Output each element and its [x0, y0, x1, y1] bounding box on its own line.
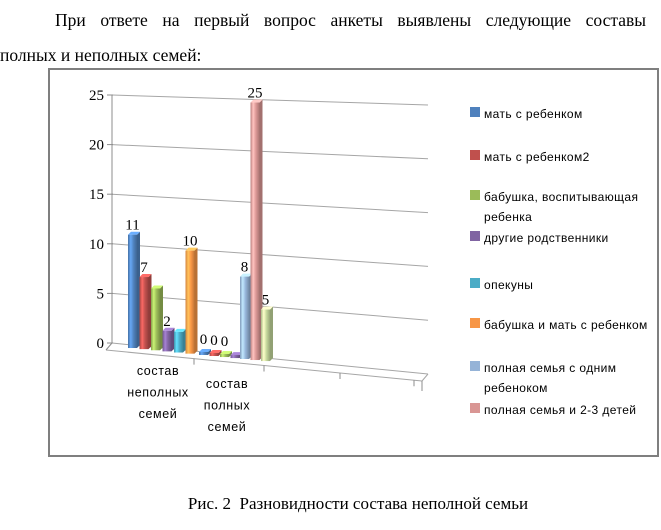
chart-legend: мать с ребенком мать с ребенком2 бабушка, … [470, 70, 654, 455]
bar [185, 250, 195, 354]
y-axis-label: 10 [89, 237, 104, 253]
paragraph-line-2: полных и неполных семей: [0, 45, 202, 65]
legend-swatch [470, 107, 480, 117]
bar-side [229, 351, 232, 358]
y-axis-label: 20 [89, 138, 104, 154]
bar [220, 354, 229, 358]
legend-item: полная семья с одним ребеноком [470, 358, 654, 398]
category-label: семей [139, 407, 178, 421]
legend-item: бабушка, воспитывающая ребенка [470, 187, 654, 227]
bar [199, 351, 208, 355]
bar-top [230, 352, 243, 356]
bar-value-label: 8 [241, 260, 249, 276]
legend-item: другие родственники [470, 228, 654, 248]
bar-top [250, 99, 263, 103]
legend-item: полная семья и 2-3 детей [470, 400, 654, 420]
bar [261, 309, 270, 362]
legend-label: мать с ребенком [484, 107, 583, 121]
bar-side [137, 231, 140, 349]
legend-swatch [470, 231, 480, 241]
bar-side [148, 274, 152, 350]
legend-label: мать с ребенком2 [484, 150, 590, 164]
bar [174, 331, 183, 353]
bar-side [208, 348, 211, 355]
paragraph: При ответе на первый вопрос анкеты выявл… [0, 3, 646, 73]
legend-swatch [470, 150, 480, 160]
category-label: неполных [127, 386, 189, 400]
bar [250, 102, 260, 361]
y-axis-label: 0 [97, 336, 105, 352]
category-label: состав [137, 364, 179, 378]
legend-label: полная семья с одним ребеноком [484, 361, 617, 395]
y-axis-label: 25 [89, 88, 104, 104]
legend-swatch [470, 403, 480, 413]
category-label: полных [204, 399, 251, 413]
bar-value-label: 10 [183, 234, 198, 250]
legend-item: бабушка и мать с ребенком [470, 315, 654, 335]
legend-label: бабушка и мать с ребенком [484, 318, 648, 332]
bar-top [151, 285, 163, 289]
legend-swatch [470, 318, 480, 328]
paragraph-line-1: При ответе на первый вопрос анкеты выявл… [55, 10, 646, 30]
y-grid-line [111, 94, 429, 106]
legend-label: опекуны [484, 278, 534, 292]
bar-top [185, 247, 198, 251]
y-axis-3d-cap [105, 342, 113, 351]
bar-top [139, 274, 152, 278]
bar-value-label: 0 [221, 334, 229, 350]
bar [139, 277, 149, 350]
bar-top [174, 328, 186, 332]
bar-value-label: 0 [200, 332, 208, 348]
bar-top [220, 351, 232, 355]
bar-side [259, 99, 263, 361]
bar-side [270, 306, 273, 362]
legend-swatch [470, 361, 480, 371]
bar-side [183, 328, 186, 353]
legend-label: другие родственники [484, 231, 609, 245]
bar [240, 276, 249, 359]
legend-swatch [470, 190, 480, 200]
figure-frame: 0 5 10 15 20 25 11 7 2 10 0 0 0 8 25 5 состав неполных сем… [48, 68, 659, 457]
bar [128, 234, 137, 349]
bar-top [261, 306, 273, 310]
legend-label: полная семья и 2-3 детей [484, 403, 637, 417]
y-axis-label: 5 [97, 286, 105, 302]
bar-top [128, 231, 140, 235]
y-grid-line [111, 193, 429, 214]
bar [209, 353, 219, 357]
bar-top [162, 327, 175, 331]
legend-label: бабушка, воспитывающая ребенка [484, 190, 639, 224]
legend-item: мать с ребенком2 [470, 147, 654, 167]
bar-top [199, 348, 211, 352]
category-label: семей [208, 420, 247, 434]
bar-value-label: 0 [210, 333, 218, 349]
bar-value-label: 2 [163, 314, 171, 330]
y-axis-label: 15 [89, 187, 104, 203]
bar-value-label: 25 [248, 86, 263, 102]
category-label: состав [206, 377, 248, 391]
bar-side [160, 285, 163, 351]
legend-item: опекуны [470, 275, 654, 295]
bar-side [218, 350, 222, 357]
bar-top [209, 350, 222, 354]
y-grid-line [111, 144, 429, 160]
bar-side [194, 247, 198, 354]
bar-value-label: 5 [262, 293, 270, 309]
bar [162, 330, 172, 352]
bar-value-label: 7 [140, 260, 148, 276]
bar-value-label: 11 [125, 218, 139, 234]
floor-right-cap [421, 373, 429, 382]
bar-top [240, 273, 252, 277]
legend-item: мать с ребенком [470, 104, 654, 124]
legend-swatch [470, 278, 480, 288]
bar-side [171, 327, 175, 352]
bar [230, 355, 240, 359]
figure-caption: Рис. 2 Разновидности состава неполной се… [187, 494, 529, 513]
bar [151, 288, 160, 351]
y-grid-line [111, 243, 429, 267]
